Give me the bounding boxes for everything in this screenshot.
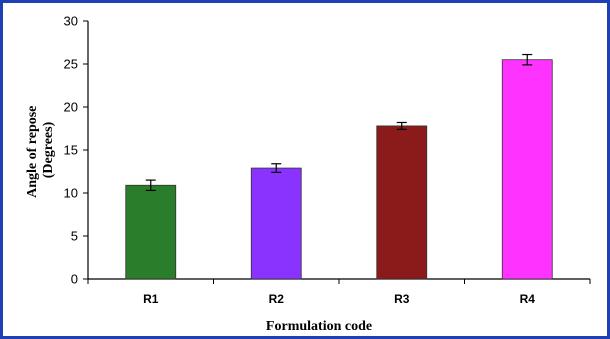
x-axis-title: Formulation code <box>266 319 372 334</box>
y-axis-title-line1: Angle of repose <box>25 106 40 198</box>
bar-r3 <box>376 125 428 280</box>
x-tick-label: R4 <box>520 292 536 306</box>
y-tick-label: 0 <box>71 272 78 287</box>
x-tick-label: R1 <box>143 292 159 306</box>
x-tick-labels: R1 R2 R3 R4 <box>143 292 535 306</box>
y-tick-label: 20 <box>64 100 78 115</box>
y-tick-label: 15 <box>64 143 78 158</box>
error-bars <box>145 53 533 192</box>
y-tick-label: 30 <box>64 14 78 29</box>
bar-r2 <box>250 167 302 280</box>
bar-r1 <box>125 184 177 280</box>
y-axis-title: Angle of repose (Degrees) <box>25 102 56 198</box>
bar-r4 <box>501 59 553 280</box>
y-tick-label: 5 <box>71 229 78 244</box>
x-tick-label: R3 <box>394 292 410 306</box>
bars <box>125 59 553 280</box>
y-tick-label: 10 <box>64 186 78 201</box>
x-tick-label: R2 <box>269 292 285 306</box>
y-tick-label: 25 <box>64 57 78 72</box>
y-axis-title-line2: (Degrees) <box>41 121 56 178</box>
y-tick-labels: 0 5 10 15 20 25 30 <box>64 14 78 287</box>
